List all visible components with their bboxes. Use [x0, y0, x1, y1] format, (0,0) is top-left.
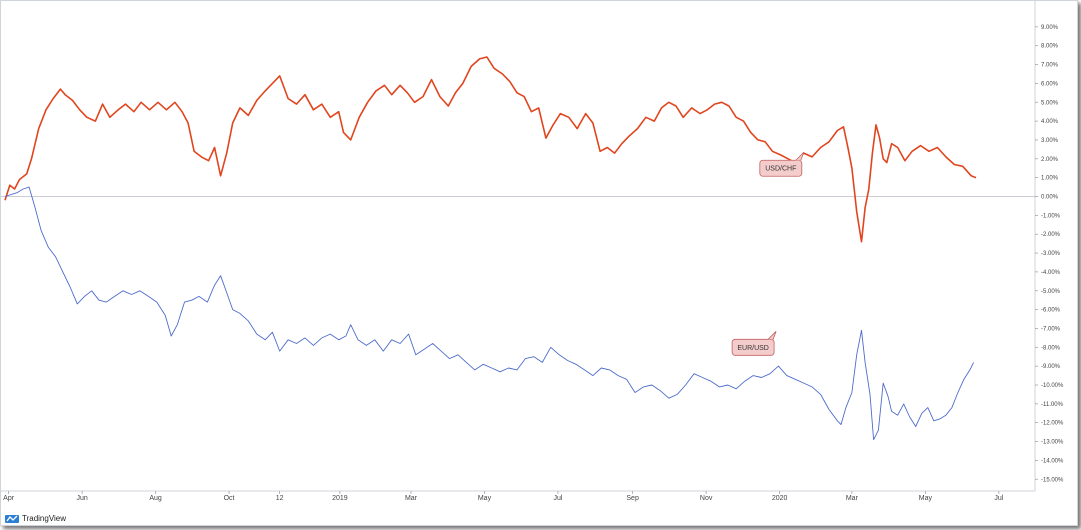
y-tick-label: -10.00%	[1041, 383, 1064, 389]
y-tick-label: -9.00%	[1041, 364, 1061, 370]
x-tick-label: Aug	[149, 495, 162, 502]
y-tick-label: -15.00%	[1041, 477, 1064, 483]
axes	[1, 1, 1036, 492]
y-tick-label: -12.00%	[1041, 421, 1064, 427]
y-tick-label: -2.00%	[1041, 232, 1061, 238]
y-tick-label: -4.00%	[1041, 270, 1061, 276]
y-tick-label: 4.00%	[1041, 119, 1059, 125]
x-axis-ticks: Apr Jun Aug Oct 12 2019 Mar May Jul Sep Nov 2020 Mar…	[3, 491, 1004, 502]
x-tick-label: Apr	[3, 495, 15, 502]
tradingview-logo-icon	[5, 515, 19, 523]
y-tick-label: -14.00%	[1041, 458, 1064, 464]
x-tick-label: 2019	[332, 495, 348, 502]
x-tick-label: Jul	[553, 495, 562, 502]
y-tick-label: -1.00%	[1041, 213, 1061, 219]
series-lines	[4, 56, 977, 441]
y-tick-label: 0.00%	[1041, 195, 1059, 201]
callout-usdchf: USD/CHF	[759, 151, 805, 177]
series-callouts: USD/CHF EUR/USD	[731, 151, 805, 356]
x-tick-label: Nov	[700, 495, 713, 502]
callout-eurusd: EUR/USD	[731, 331, 777, 356]
y-tick-label: -7.00%	[1041, 326, 1061, 332]
x-tick-label: May	[919, 495, 933, 502]
y-tick-label: 3.00%	[1041, 138, 1059, 144]
y-axis-ticks: 9.00% 8.00% 7.00% 6.00% 5.00% 4.00% 3.00% 2.00%…	[1035, 25, 1064, 483]
x-tick-label: 2020	[772, 495, 788, 502]
y-tick-label: 2.00%	[1041, 157, 1059, 163]
y-tick-label: 1.00%	[1041, 176, 1059, 182]
y-tick-label: -5.00%	[1041, 289, 1061, 295]
y-tick-label: 7.00%	[1041, 63, 1059, 69]
x-tick-label: Sep	[626, 495, 639, 502]
x-tick-label: Mar	[846, 495, 859, 502]
brand-label: TradingView	[22, 513, 67, 523]
y-tick-label: -8.00%	[1041, 345, 1061, 351]
brand-footer: TradingView	[5, 511, 66, 525]
eurusd-line	[4, 186, 975, 441]
usdchf-line	[4, 56, 977, 243]
y-tick-label: 8.00%	[1041, 44, 1059, 50]
y-tick-label: -13.00%	[1041, 440, 1064, 446]
x-tick-label: Mar	[405, 495, 418, 502]
x-tick-label: Jun	[76, 495, 87, 502]
callout-label: USD/CHF	[765, 166, 796, 173]
x-tick-label: May	[478, 495, 492, 502]
y-tick-label: -6.00%	[1041, 308, 1061, 314]
x-tick-label: Oct	[224, 495, 235, 502]
y-tick-label: 6.00%	[1041, 81, 1059, 87]
x-tick-label: Jul	[994, 495, 1003, 502]
y-tick-label: -3.00%	[1041, 251, 1061, 257]
x-tick-label: 12	[276, 495, 284, 502]
y-tick-label: -11.00%	[1041, 402, 1064, 408]
y-tick-label: 5.00%	[1041, 100, 1059, 106]
y-tick-label: 9.00%	[1041, 25, 1059, 31]
callout-label: EUR/USD	[737, 345, 769, 352]
